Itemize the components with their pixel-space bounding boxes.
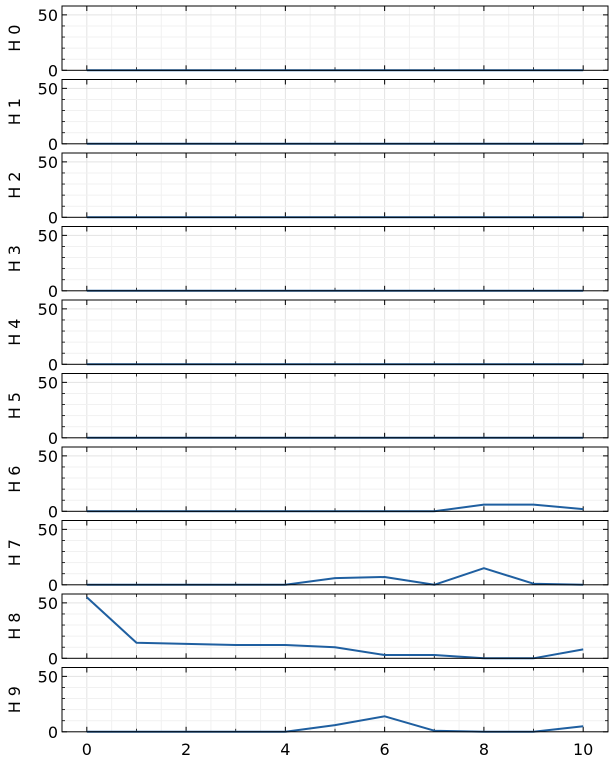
panel-frame — [61, 152, 609, 218]
panel-frame — [61, 667, 609, 733]
panel-frame — [61, 373, 609, 439]
y-tick-label: 0 — [48, 135, 58, 154]
panel-frame — [61, 5, 609, 71]
x-tick-label: 10 — [573, 740, 593, 759]
panel-frame — [61, 593, 609, 659]
y-tick-label: 0 — [48, 61, 58, 80]
y-tick-label: 0 — [48, 649, 58, 668]
y-tick-label: 0 — [48, 355, 58, 374]
y-tick-label: 50 — [38, 520, 58, 539]
x-tick-label: 8 — [479, 740, 489, 759]
y-tick-label: 50 — [38, 373, 58, 392]
panel-frame — [61, 299, 609, 365]
y-tick-label: 50 — [38, 79, 58, 98]
panel-label: H 3 — [5, 245, 24, 272]
x-tick-label: 6 — [380, 740, 390, 759]
y-tick-label: 0 — [48, 576, 58, 595]
x-tick-label: 2 — [181, 740, 191, 759]
y-tick-label: 0 — [48, 723, 58, 742]
y-tick-label: 50 — [38, 300, 58, 319]
panel-frame — [61, 226, 609, 292]
panel-label: H 2 — [5, 172, 24, 199]
y-tick-label: 0 — [48, 502, 58, 521]
panel-frame — [61, 520, 609, 586]
panel-label: H 6 — [5, 466, 24, 493]
y-tick-label: 0 — [48, 429, 58, 448]
x-tick-label: 0 — [82, 740, 92, 759]
y-tick-label: 50 — [38, 226, 58, 245]
panel-label: H 4 — [5, 319, 24, 346]
y-tick-label: 50 — [38, 447, 58, 466]
y-tick-label: 0 — [48, 208, 58, 227]
panel-label: H 8 — [5, 613, 24, 640]
y-tick-label: 50 — [38, 667, 58, 686]
y-tick-label: 50 — [38, 594, 58, 613]
panel-label: H 1 — [5, 98, 24, 125]
panel-frame — [61, 79, 609, 145]
panel-label: H 7 — [5, 539, 24, 566]
panel-label: H 0 — [5, 25, 24, 52]
y-tick-label: 50 — [38, 153, 58, 172]
y-tick-label: 0 — [48, 282, 58, 301]
panel-label: H 5 — [5, 392, 24, 419]
panel-label: H 9 — [5, 686, 24, 713]
x-tick-label: 4 — [280, 740, 290, 759]
panel-frame — [61, 446, 609, 512]
y-tick-label: 50 — [38, 6, 58, 25]
